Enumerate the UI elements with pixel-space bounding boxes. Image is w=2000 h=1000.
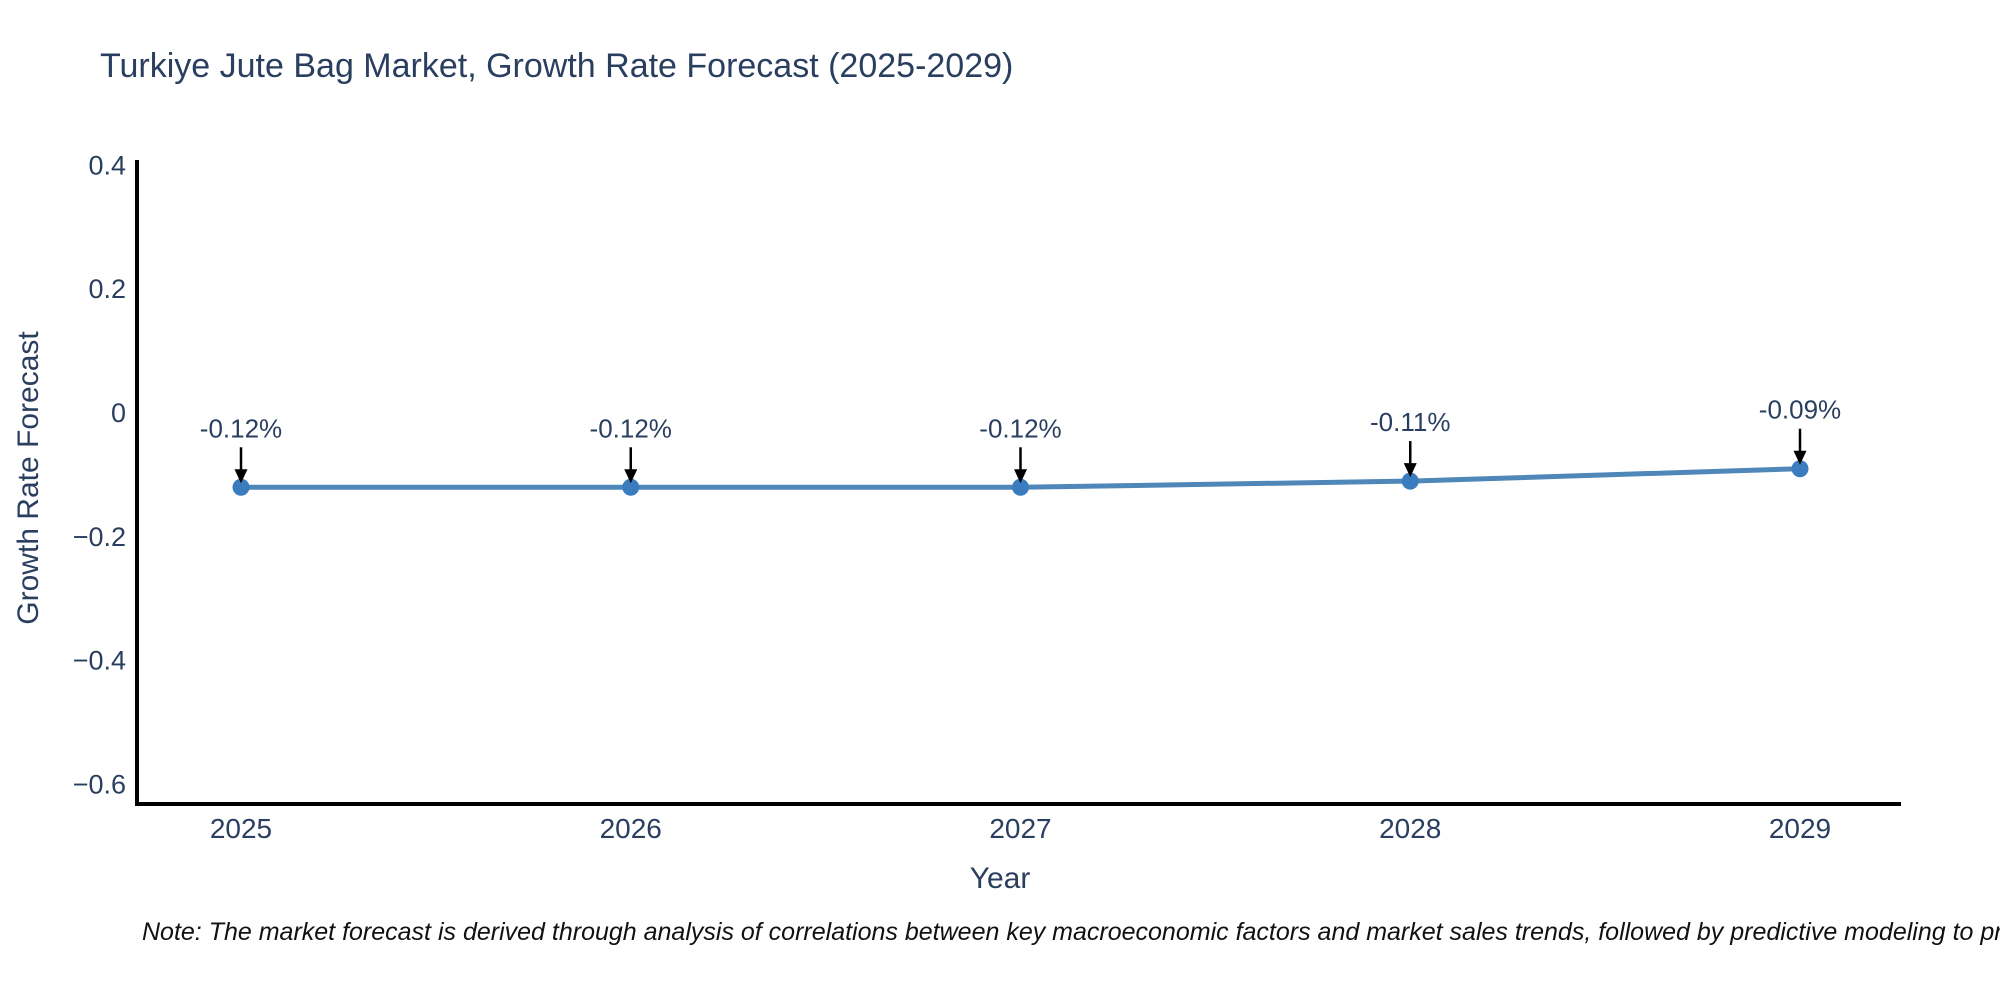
point-value-label: -0.12% (200, 413, 282, 443)
data-point-marker (1401, 472, 1419, 490)
data-point-marker (1012, 478, 1029, 496)
y-tick-labels: 0.4 0.2 0 −0.2 −0.4 −0.6 (73, 150, 126, 799)
data-point-marker (622, 478, 640, 496)
y-axis-title: Growth Rate Forecast (12, 331, 45, 625)
footnote: Note: The market forecast is derived thr… (142, 918, 2000, 946)
y-tick-label: −0.2 (73, 522, 126, 552)
x-tick-label: 2028 (1379, 813, 1441, 844)
point-value-label: -0.09% (1759, 395, 1841, 425)
y-tick-label: 0 (111, 398, 126, 428)
chart-title: Turkiye Jute Bag Market, Growth Rate For… (100, 47, 1013, 85)
y-tick-label: −0.6 (73, 769, 126, 799)
x-tick-labels: 2025 2026 2027 2028 2029 (210, 813, 1831, 844)
point-value-label: -0.12% (590, 413, 672, 443)
x-tick-label: 2029 (1769, 813, 1831, 844)
data-point-marker (232, 478, 250, 496)
x-axis-title: Year (970, 862, 1031, 895)
line-series (232, 460, 1809, 496)
x-tick-label: 2025 (210, 813, 272, 844)
annotation-arrowhead-icon (1793, 450, 1807, 465)
annotation-arrowhead-icon (624, 469, 638, 484)
data-point-marker (1791, 460, 1809, 478)
annotation-arrowhead-icon (1014, 469, 1027, 484)
point-annotations: -0.12% -0.12% -0.12% -0.11% -0.09% (200, 395, 1841, 484)
annotation-arrowhead-icon (234, 469, 248, 484)
annotation-arrowhead-icon (1403, 463, 1417, 478)
y-tick-label: 0.4 (88, 150, 126, 180)
x-tick-label: 2026 (600, 813, 662, 844)
point-value-label: -0.12% (979, 413, 1061, 443)
x-tick-label: 2027 (989, 813, 1051, 844)
y-tick-label: 0.2 (88, 274, 126, 304)
y-tick-label: −0.4 (73, 646, 126, 676)
point-value-label: -0.11% (1370, 407, 1450, 437)
